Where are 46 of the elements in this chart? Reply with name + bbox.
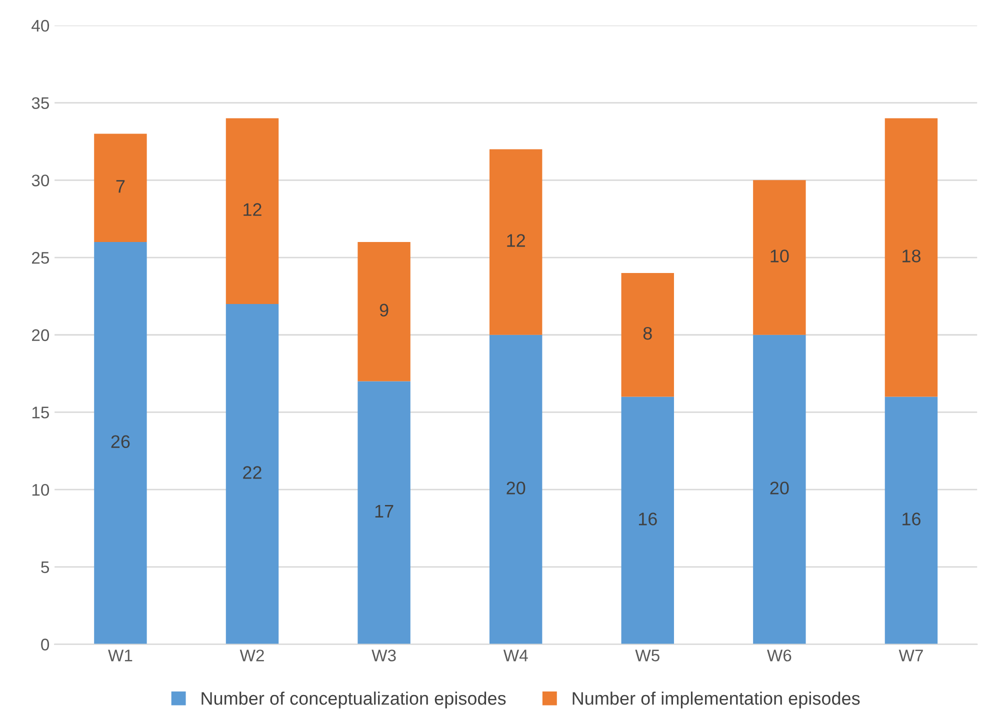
- bar: [489, 149, 542, 335]
- data-label: 16: [638, 512, 657, 526]
- legend-label: Number of implementation episodes: [572, 692, 860, 708]
- y-tick-label: 15: [32, 406, 49, 418]
- bar: [621, 396, 674, 644]
- bar: [621, 273, 674, 397]
- data-label: 26: [111, 435, 130, 448]
- bar: [489, 334, 542, 644]
- x-tick-label: W4: [503, 650, 528, 662]
- y-tick-label: 40: [32, 20, 50, 32]
- bar: [226, 304, 279, 644]
- y-tick-label: 0: [41, 638, 50, 650]
- data-label: 10: [770, 250, 789, 262]
- data-label: 7: [116, 180, 125, 193]
- bar: [94, 242, 147, 644]
- bar: [884, 118, 938, 397]
- x-tick-label: W7: [898, 650, 923, 662]
- x-tick-label: W5: [635, 650, 660, 662]
- y-tick-label: 30: [32, 174, 50, 186]
- data-label: 20: [770, 482, 789, 494]
- y-tick-label: 35: [32, 97, 49, 110]
- data-label: 17: [375, 505, 394, 518]
- data-label: 9: [380, 304, 388, 317]
- data-label: 8: [643, 326, 652, 340]
- legend-label: Number of conceptualization episodes: [202, 692, 506, 708]
- data-label: 20: [506, 482, 526, 494]
- y-tick-label: 25: [32, 252, 49, 264]
- data-label: 12: [244, 203, 262, 216]
- y-tick-label: 5: [41, 562, 49, 574]
- x-tick-label: W6: [767, 650, 792, 662]
- bar: [753, 180, 806, 335]
- y-tick-label: 20: [32, 329, 50, 342]
- bar: [358, 381, 410, 644]
- x-tick-label: W3: [372, 650, 396, 662]
- x-tick-label: W2: [240, 650, 264, 662]
- data-label: 18: [902, 250, 920, 262]
- bar: [358, 242, 410, 382]
- bar: [94, 134, 147, 242]
- data-label: 12: [507, 234, 525, 247]
- bar: [226, 118, 279, 304]
- x-tick-label: W1: [108, 650, 132, 662]
- bar: [884, 396, 938, 644]
- bar: [753, 334, 806, 644]
- data-label: 22: [243, 466, 262, 479]
- y-tick-label: 10: [32, 484, 50, 496]
- data-label: 16: [902, 512, 920, 526]
